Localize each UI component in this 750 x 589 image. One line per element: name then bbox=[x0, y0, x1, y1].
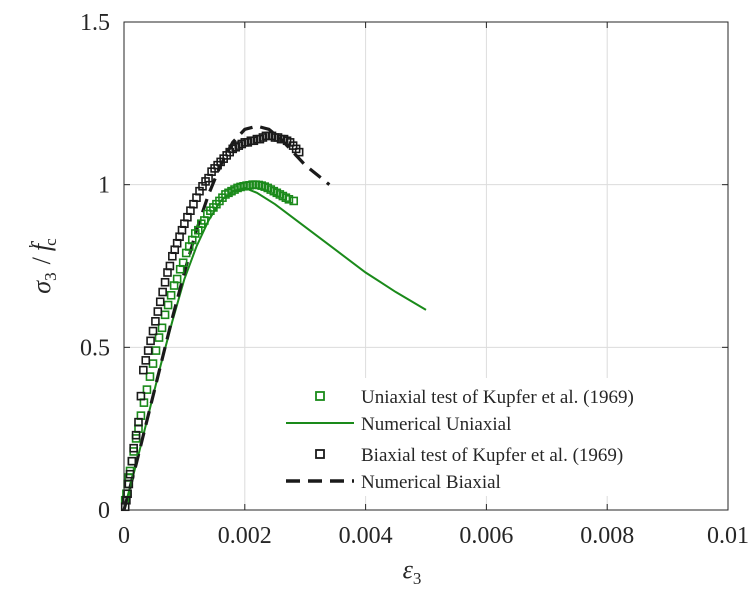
series-point bbox=[151, 346, 161, 355]
grid bbox=[124, 22, 728, 510]
series-point bbox=[153, 307, 163, 316]
y-axis-label-sigma: σ bbox=[27, 280, 56, 294]
series-point bbox=[145, 372, 155, 381]
series-point bbox=[294, 147, 304, 157]
series-point bbox=[148, 326, 158, 336]
y-axis-label-sigma-sub: 3 bbox=[41, 272, 60, 281]
series-point bbox=[289, 196, 299, 206]
y-tick-label: 1 bbox=[98, 173, 110, 199]
series-point bbox=[131, 430, 141, 440]
series-point bbox=[154, 333, 164, 342]
series-point bbox=[129, 443, 138, 453]
y-tick-label: 0 bbox=[98, 498, 110, 524]
y-axis-label-f: f bbox=[27, 240, 56, 251]
series-point bbox=[139, 365, 148, 375]
x-tick-label: 0.004 bbox=[339, 523, 393, 549]
legend-label: Numerical Uniaxial bbox=[361, 414, 511, 435]
legend-label: Numerical Biaxial bbox=[361, 472, 501, 493]
x-axis-label-main: ε bbox=[403, 555, 414, 584]
series-point bbox=[178, 258, 188, 268]
y-tick-label: 0.5 bbox=[80, 335, 110, 361]
y-axis-label: σ3 / f'c bbox=[25, 238, 60, 294]
series-point bbox=[125, 469, 135, 479]
series-point bbox=[127, 456, 137, 466]
series-point bbox=[155, 297, 165, 307]
x-tick-label: 0 bbox=[118, 523, 130, 549]
legend-label: Biaxial test of Kupfer et al. (1969) bbox=[361, 445, 623, 466]
series-point bbox=[160, 277, 170, 287]
series-point bbox=[165, 261, 175, 271]
legend-symbol bbox=[315, 449, 325, 459]
series-point bbox=[146, 336, 155, 346]
x-axis-label-sub: 3 bbox=[413, 569, 422, 588]
x-tick-label: 0.002 bbox=[218, 523, 272, 549]
series-point bbox=[142, 385, 152, 394]
ticks: 0 0.002 0.004 0.006 0.008 0.01 0 0.5 1 1.5 bbox=[80, 10, 749, 549]
x-tick-label: 0.008 bbox=[580, 523, 634, 549]
x-tick-label: 0.006 bbox=[459, 523, 513, 549]
legend: Uniaxial test of Kupfer et al. (1969) Num… bbox=[279, 378, 727, 496]
y-tick-label: 1.5 bbox=[80, 10, 110, 36]
series-point bbox=[172, 274, 182, 284]
legend-symbol bbox=[315, 391, 325, 401]
plot-frame bbox=[123, 21, 729, 511]
legend-marker bbox=[315, 391, 325, 401]
series-point bbox=[158, 287, 167, 297]
series-point bbox=[166, 290, 176, 300]
legend-box bbox=[279, 378, 727, 496]
series-point bbox=[284, 195, 294, 204]
legend-marker bbox=[315, 449, 325, 459]
y-axis-label-f-sub: c bbox=[41, 238, 60, 246]
series-layer bbox=[120, 124, 427, 512]
series-point bbox=[157, 323, 167, 333]
series-point bbox=[163, 300, 173, 310]
x-axis-label: ε3 bbox=[403, 555, 422, 588]
series-point bbox=[124, 479, 134, 489]
legend-entries: Uniaxial test of Kupfer et al. (1969) Num… bbox=[286, 387, 634, 493]
series-point bbox=[134, 417, 143, 427]
legend-label: Uniaxial test of Kupfer et al. (1969) bbox=[361, 387, 634, 408]
series-point bbox=[151, 317, 160, 326]
series-point bbox=[141, 356, 151, 365]
series-point bbox=[143, 346, 153, 355]
series-point bbox=[136, 391, 146, 401]
y-axis-label-slash: / bbox=[27, 256, 56, 264]
x-tick-label: 0.01 bbox=[707, 523, 749, 549]
y-axis-label-f-sup: ' bbox=[25, 245, 44, 248]
